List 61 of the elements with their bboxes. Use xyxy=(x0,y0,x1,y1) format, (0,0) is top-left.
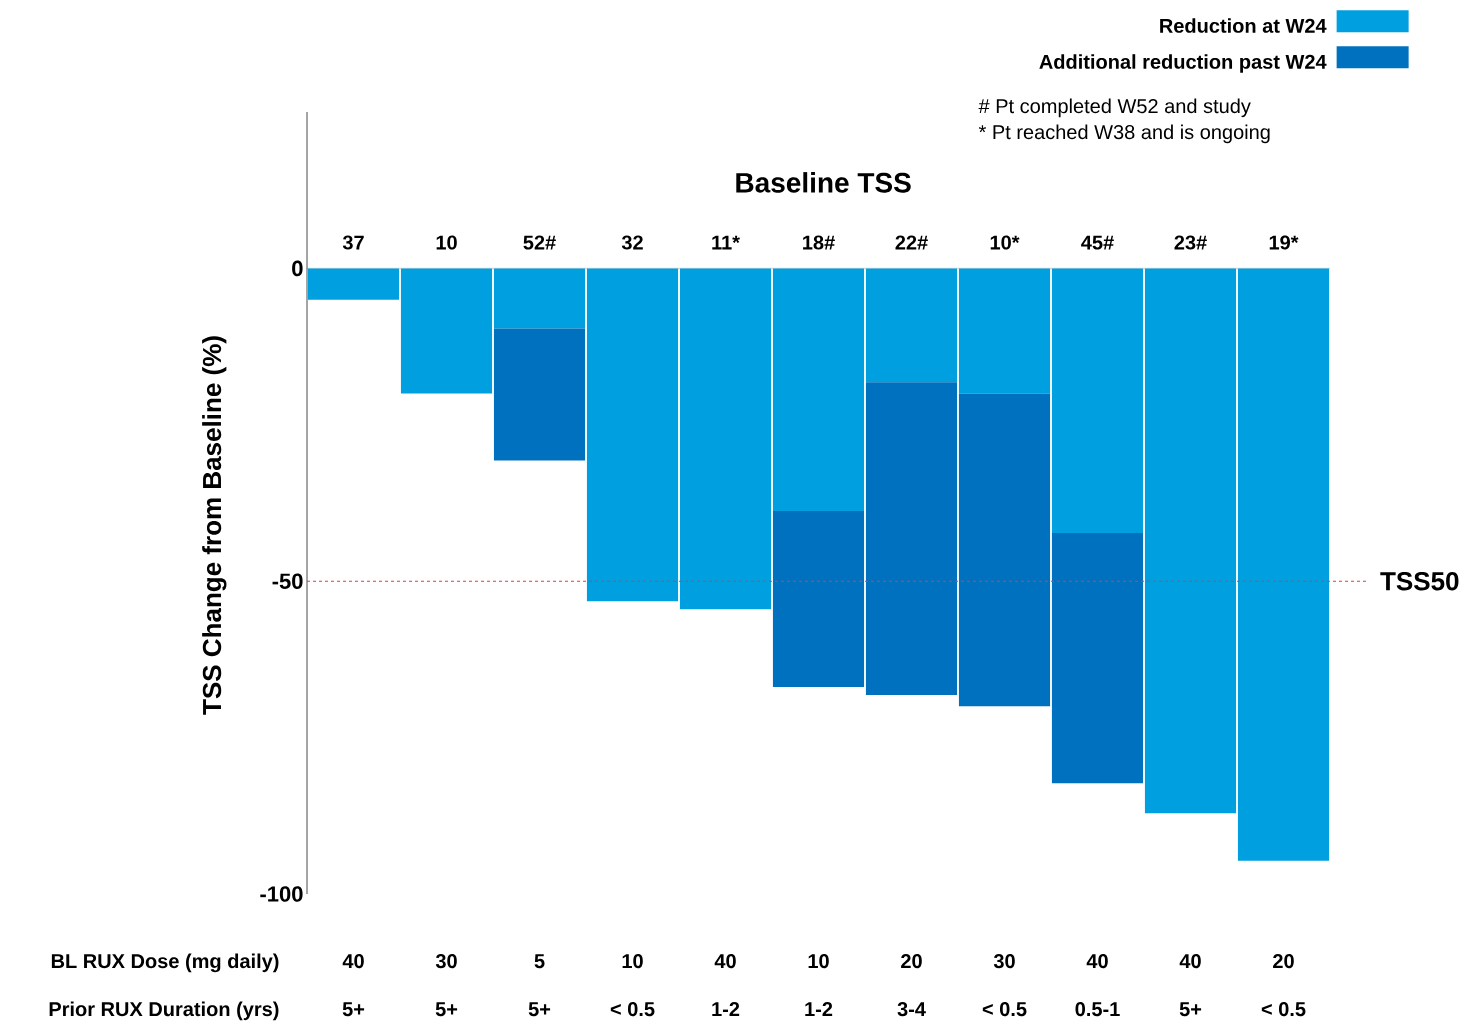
text: 1-2 xyxy=(712,1002,740,1016)
x-tick-label: 37 xyxy=(342,235,364,250)
bar xyxy=(958,268,1051,394)
bar xyxy=(772,268,865,512)
annotation: * Pt reached W38 and is ongoing xyxy=(978,124,1270,144)
ref-line-label: TSS50 xyxy=(1380,571,1459,591)
bar xyxy=(1051,268,1144,534)
x-tick-label: 45# xyxy=(1081,235,1114,250)
text: 5 xyxy=(534,954,545,969)
legend-label: Reduction at W24 xyxy=(1160,18,1327,33)
text: 40 xyxy=(1179,954,1201,969)
annotation: # Pt completed W52 and study xyxy=(978,98,1251,118)
y-tick-label: -50 xyxy=(272,573,303,589)
text: < 0.5 xyxy=(1261,1002,1306,1017)
bar xyxy=(493,268,586,329)
y-tick-label: 0 xyxy=(292,260,303,277)
text: 30 xyxy=(993,954,1015,969)
x-tick-label: 11* xyxy=(712,235,740,250)
text: 20 xyxy=(901,954,922,969)
bar xyxy=(1051,533,1144,784)
x-tick-label: 23# xyxy=(1174,235,1207,250)
text: 40 xyxy=(714,954,736,969)
text: 40 xyxy=(1086,954,1108,969)
y-axis-title: TSS Change from Baseline (%) xyxy=(202,336,227,715)
text: 10 xyxy=(808,954,829,969)
y-tick-label: -100 xyxy=(260,886,303,902)
x-tick-label: 22# xyxy=(895,235,928,250)
text: 20 xyxy=(1273,954,1294,969)
text: 5+ xyxy=(1179,1002,1202,1017)
text: 10 xyxy=(622,954,643,969)
bar xyxy=(958,393,1051,707)
text: Prior RUX Duration (yrs) xyxy=(49,1001,279,1021)
text: 5+ xyxy=(342,1002,365,1017)
bar xyxy=(1237,268,1330,861)
text: 5+ xyxy=(528,1002,551,1017)
bar xyxy=(865,382,958,696)
text: 1-2 xyxy=(805,1002,833,1016)
text: 30 xyxy=(435,954,457,969)
bar xyxy=(772,511,865,687)
bar xyxy=(1144,268,1237,814)
legend-label: Additional reduction past W24 xyxy=(1039,54,1327,73)
text: < 0.5 xyxy=(610,1002,655,1017)
text: < 0.5 xyxy=(982,1002,1027,1017)
bar xyxy=(400,268,493,394)
bar xyxy=(307,268,400,300)
text: 3-4 xyxy=(897,1002,926,1017)
bar xyxy=(586,268,679,602)
bar xyxy=(679,268,772,610)
x-tick-label: 10 xyxy=(436,235,457,250)
text: BL RUX Dose (mg daily) xyxy=(51,953,279,973)
x-tick-label: 18# xyxy=(803,235,835,250)
text: 40 xyxy=(342,954,364,969)
x-tick-label: 32 xyxy=(621,235,643,250)
text: 5+ xyxy=(435,1002,458,1017)
x-tick-label: 52# xyxy=(523,235,556,250)
text: 0.5-1 xyxy=(1075,1002,1120,1017)
x-tick-label: 10* xyxy=(990,235,1020,250)
x-axis-title: Baseline TSS xyxy=(736,172,911,193)
bar xyxy=(865,268,958,383)
x-tick-label: 19* xyxy=(1269,235,1299,250)
bar xyxy=(493,328,586,461)
